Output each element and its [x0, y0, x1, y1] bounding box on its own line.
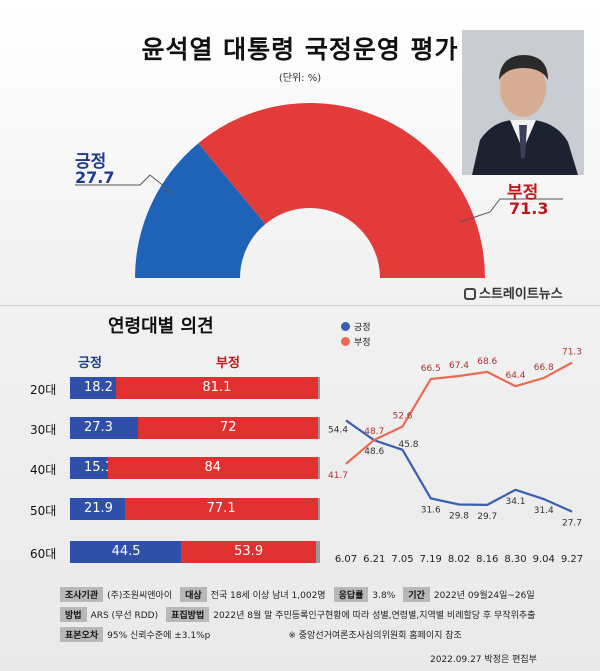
leader-positive — [75, 174, 176, 196]
donut-slice-positive — [135, 143, 266, 278]
president-photo — [462, 30, 584, 175]
donut-leader-lines — [75, 174, 563, 223]
x-tick-label: 9.27 — [561, 554, 583, 565]
age-label: 30대 — [30, 423, 57, 437]
table-key: 조사기관 — [60, 587, 104, 602]
age-bar-negative: 84 — [107, 457, 318, 479]
age-label: 20대 — [30, 383, 57, 397]
table-value: (주)조원씨앤아이 — [107, 591, 173, 601]
brand-logo: 스트레이트뉴스 — [464, 283, 563, 302]
age-bar-positive: 21.9 — [70, 498, 125, 520]
data-label: 31.6 — [421, 505, 441, 515]
x-tick-label: 9.04 — [533, 554, 555, 565]
unit-label: (단위: %) — [278, 73, 322, 84]
overall-negative-value: 71.3 — [509, 199, 549, 218]
data-label: 34.1 — [505, 497, 525, 507]
age-chart-title: 연령대별 의견 — [108, 316, 214, 337]
age-label: 50대 — [30, 504, 57, 518]
table-value: 2022년 8월 말 주민등록인구현황에 따라 성별,연령별,지역별 비례할당 … — [213, 611, 536, 621]
donut-slice-negative — [198, 103, 486, 279]
data-label: 29.8 — [449, 512, 469, 522]
age-bar-other — [318, 417, 320, 439]
age-bar-other — [316, 541, 320, 563]
data-label: 48.7 — [364, 427, 384, 437]
trend-line-chart: 6.07 6.21 7.05 7.19 8.02 8.16 8.30 9.04 9.27 54.4… — [328, 348, 583, 565]
table-key: 기간 — [403, 587, 430, 602]
age-label: 60대 — [30, 547, 57, 561]
table-row: 표본오차 95% 신뢰수준에 ±3.1%p ※ 중앙선거여론조사심의위원회 홈페이지… — [60, 627, 470, 642]
age-bar-other — [317, 498, 320, 520]
logo-icon — [464, 288, 476, 300]
table-key: 표집방법 — [166, 607, 210, 622]
x-tick-label: 7.19 — [420, 554, 442, 565]
data-label: 67.4 — [449, 361, 469, 371]
x-tick-label: 7.05 — [391, 554, 413, 565]
age-bar-negative: 53.9 — [181, 541, 316, 563]
age-col-positive: 긍정 — [78, 356, 102, 371]
x-tick-label: 8.30 — [504, 554, 526, 565]
half-donut-chart — [135, 103, 486, 279]
table-value: 3.8% — [372, 591, 396, 601]
leader-negative — [459, 198, 563, 223]
age-bar-other — [317, 457, 320, 479]
legend-label: 부정 — [354, 338, 371, 348]
data-label: 52.6 — [392, 412, 412, 422]
data-label: 68.6 — [477, 357, 497, 367]
x-tick-label: 8.02 — [448, 554, 470, 565]
overall-positive-label: 긍정 — [75, 152, 107, 172]
data-label: 41.7 — [328, 471, 348, 481]
age-bar-positive: 18.2 — [70, 377, 116, 399]
table-value: ARS (무선 RDD) — [90, 611, 159, 621]
series-line-positive — [345, 419, 573, 513]
legend-dot — [341, 322, 350, 331]
age-label: 40대 — [30, 463, 57, 477]
page-title: 윤석열 대통령 국정운영 평가 — [141, 35, 459, 64]
x-tick-label: 8.16 — [476, 554, 498, 565]
table-value: 전국 18세 이상 남녀 1,002명 — [210, 591, 326, 601]
data-label: 45.8 — [398, 440, 418, 450]
table-value: ※ 중앙선거여론조사심의위원회 홈페이지 참조 — [288, 631, 462, 641]
age-bar-negative: 72 — [138, 417, 319, 439]
data-label: 71.3 — [562, 348, 582, 358]
table-key: 응답률 — [333, 587, 369, 602]
footer-credit: 2022.09.27 박정은 편집부 — [430, 655, 537, 665]
table-value: 2022년 09월24일~26일 — [433, 591, 535, 601]
data-label: 31.4 — [534, 506, 554, 516]
overall-negative-label: 부정 — [507, 183, 539, 203]
data-label: 66.5 — [421, 364, 441, 374]
age-bar-positive: 44.5 — [70, 541, 182, 563]
series-line-negative — [345, 361, 573, 465]
age-bar-positive: 27.3 — [70, 417, 139, 439]
table-key: 방법 — [60, 607, 87, 622]
data-label: 27.7 — [562, 519, 582, 529]
data-label: 64.4 — [505, 371, 525, 381]
data-label: 66.8 — [534, 363, 554, 373]
x-tick-label: 6.07 — [335, 554, 357, 565]
legend-dot — [341, 337, 350, 346]
legend-label: 긍정 — [354, 323, 371, 333]
table-key: 표본오차 — [60, 627, 104, 642]
table-value: 95% 신뢰수준에 ±3.1%p — [107, 631, 211, 641]
age-bar-negative: 77.1 — [124, 498, 318, 520]
section-divider — [0, 305, 600, 306]
data-label: 54.4 — [328, 425, 348, 435]
table-key: 대상 — [180, 587, 207, 602]
logo-text: 스트레이트뉴스 — [479, 287, 563, 302]
age-bar-other — [318, 377, 320, 399]
x-tick-label: 6.21 — [363, 554, 385, 565]
table-row: 조사기관 (주)조원씨앤아이 대상 전국 18세 이상 남녀 1,002명 응답률 3.8… — [60, 587, 543, 602]
age-col-negative: 부정 — [216, 356, 240, 371]
table-row: 방법 ARS (무선 RDD) 표집방법 2022년 8월 말 주민등록인구현황에 따… — [60, 607, 543, 622]
age-bar-negative: 81.1 — [115, 377, 319, 399]
data-label: 48.6 — [364, 447, 384, 457]
overall-positive-value: 27.7 — [75, 168, 115, 187]
data-label: 29.7 — [477, 512, 497, 522]
age-bar-positive: 15.1 — [70, 457, 113, 479]
